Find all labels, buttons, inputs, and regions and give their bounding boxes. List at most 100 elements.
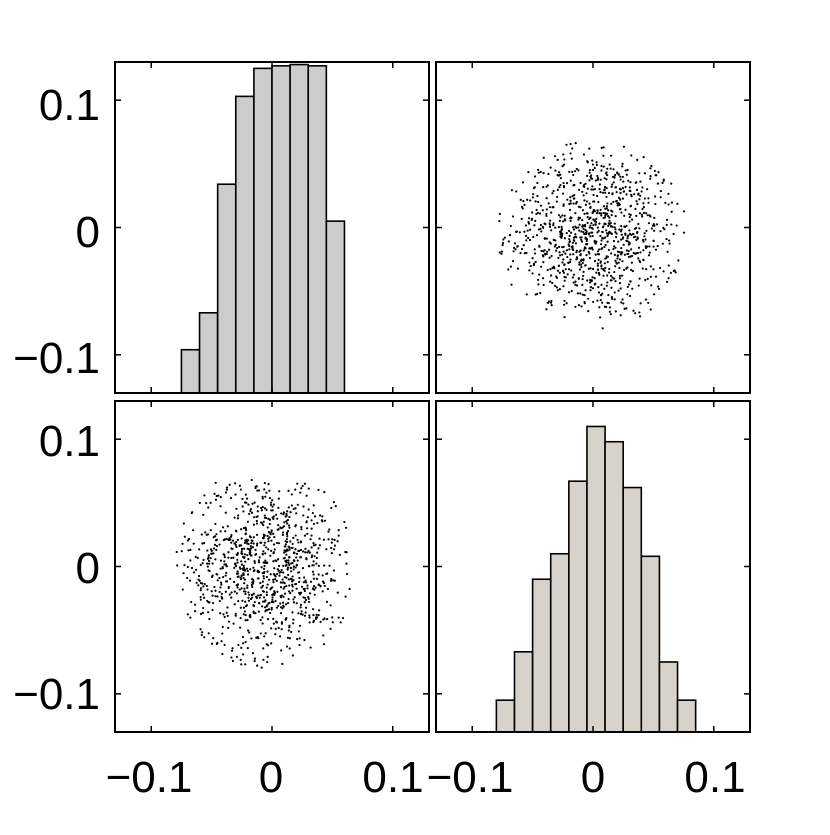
scatter-point xyxy=(655,223,659,226)
scatter-point xyxy=(251,585,254,589)
scatter-point xyxy=(633,193,636,196)
scatter-point xyxy=(668,239,671,242)
scatter-point xyxy=(640,190,643,193)
scatter-point xyxy=(273,567,276,570)
scatter-point xyxy=(247,596,250,599)
scatter-point xyxy=(614,228,617,231)
scatter-point xyxy=(292,568,295,571)
scatter-point xyxy=(189,548,192,551)
scatter-point xyxy=(620,233,623,236)
scatter-point xyxy=(579,292,582,295)
scatter-point xyxy=(604,257,607,260)
scatter-point xyxy=(232,556,235,559)
scatter-point xyxy=(317,564,320,567)
scatter-point xyxy=(268,536,271,539)
scatter-point xyxy=(275,541,279,545)
scatter-point xyxy=(554,169,557,172)
scatter-point xyxy=(196,556,199,560)
scatter-point xyxy=(261,553,264,556)
scatter-point xyxy=(296,538,299,541)
scatter-point xyxy=(272,551,275,554)
scatter-point xyxy=(638,259,641,262)
scatter-point xyxy=(239,616,242,620)
scatter-point xyxy=(626,266,629,269)
scatter-point xyxy=(562,250,565,253)
scatter-point xyxy=(667,192,670,195)
scatter-point xyxy=(558,245,561,248)
scatter-point xyxy=(314,543,317,546)
scatter-point xyxy=(290,630,293,634)
scatter-point xyxy=(604,266,607,270)
scatter-point xyxy=(619,198,622,201)
scatter-point xyxy=(202,596,206,599)
scatter-point xyxy=(246,554,249,557)
scatter-point xyxy=(292,536,295,540)
scatter-point xyxy=(604,236,607,239)
scatter-point xyxy=(666,280,669,283)
scatter-point xyxy=(234,612,237,615)
scatter-point xyxy=(253,657,257,660)
scatter-point xyxy=(288,515,291,519)
scatter-point xyxy=(262,520,265,523)
scatter-point xyxy=(215,544,219,548)
scatter-point xyxy=(307,549,310,552)
scatter-point xyxy=(295,587,298,590)
histogram-bar xyxy=(658,661,679,733)
scatter-point xyxy=(246,629,250,632)
scatter-point xyxy=(614,259,617,262)
scatter-point xyxy=(272,560,275,563)
scatter-point xyxy=(627,255,630,258)
scatter-point xyxy=(608,310,611,313)
scatter-point xyxy=(577,277,580,280)
scatter-point xyxy=(569,142,572,146)
scatter-point xyxy=(619,191,622,195)
scatter-point xyxy=(288,584,291,587)
scatter-point xyxy=(598,183,601,186)
scatter-point xyxy=(620,225,623,228)
scatter-point xyxy=(261,600,265,603)
scatter-point xyxy=(636,202,639,206)
scatter-point xyxy=(605,172,608,175)
scatter-point xyxy=(221,565,224,569)
scatter-point xyxy=(218,576,221,580)
scatter-point xyxy=(218,599,221,603)
scatter-point xyxy=(331,538,334,541)
scatter-point xyxy=(507,268,510,271)
scatter-point xyxy=(626,252,629,256)
scatter-point xyxy=(632,232,635,236)
scatter-point xyxy=(285,553,288,556)
scatter-point xyxy=(641,215,644,218)
scatter-point xyxy=(647,301,650,305)
scatter-point xyxy=(301,550,305,553)
scatter-point xyxy=(291,542,294,546)
scatter-point xyxy=(266,583,269,586)
scatter-point xyxy=(569,258,572,261)
scatter-point xyxy=(618,250,621,254)
scatter-point xyxy=(607,191,611,195)
scatter-point xyxy=(299,603,303,606)
scatter-point xyxy=(532,262,536,265)
scatter-point xyxy=(627,250,630,253)
scatter-point xyxy=(281,662,284,666)
scatter-point xyxy=(658,266,662,270)
scatter-point xyxy=(285,512,288,515)
scatter-point xyxy=(294,566,297,569)
scatter-point xyxy=(283,576,287,579)
scatter-point xyxy=(579,253,582,256)
scatter-point xyxy=(266,661,269,664)
scatter-point xyxy=(574,242,578,245)
scatter-point xyxy=(603,287,606,290)
scatter-point xyxy=(562,181,565,185)
scatter-point xyxy=(591,248,594,251)
scatter-point xyxy=(227,538,230,541)
scatter-point xyxy=(614,185,617,189)
scatter-point xyxy=(636,236,639,239)
scatter-point xyxy=(269,588,272,591)
scatter-point xyxy=(263,481,266,485)
scatter-point xyxy=(586,243,589,246)
scatter-point xyxy=(337,534,340,537)
scatter-point xyxy=(240,563,244,566)
scatter-point xyxy=(327,530,330,533)
scatter-point xyxy=(223,556,226,559)
scatter-point xyxy=(336,591,339,594)
